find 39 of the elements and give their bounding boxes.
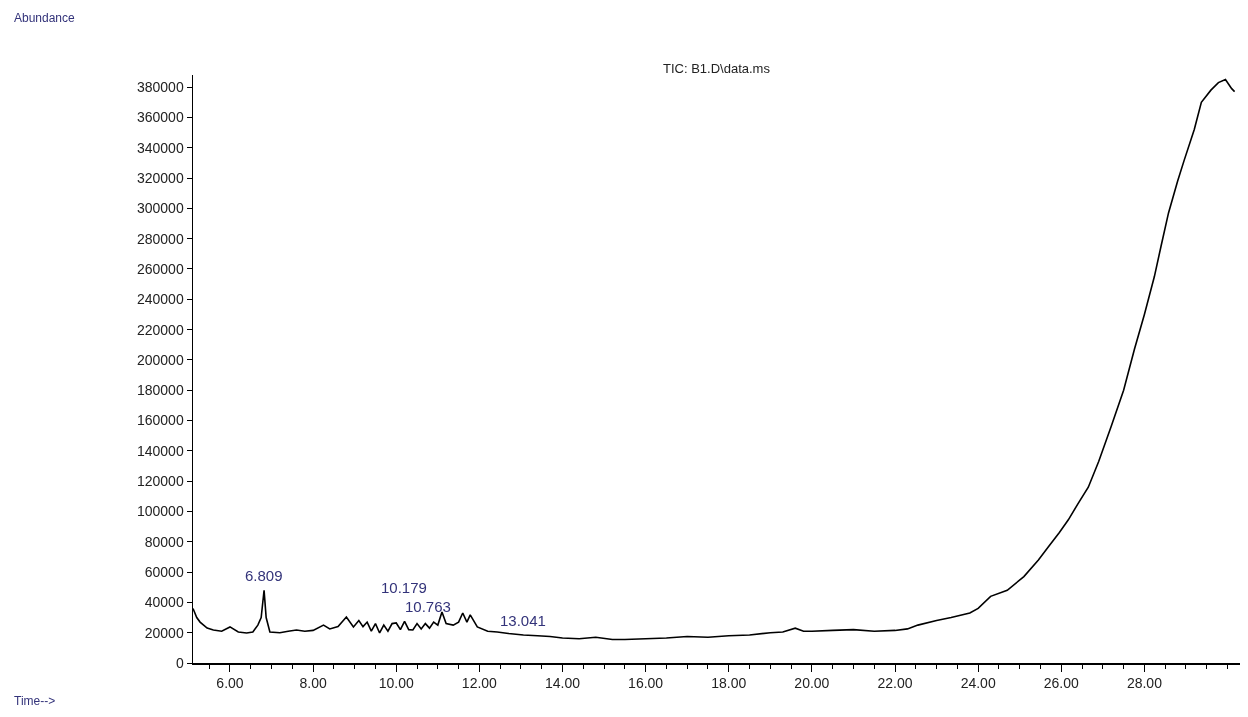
y-tick-label: 320000 [136, 169, 184, 186]
x-tick-label: 10.00 [378, 675, 414, 692]
y-tick-label: 100000 [136, 503, 184, 520]
x-tick-label: 16.00 [628, 675, 664, 692]
y-tick-label: 340000 [136, 139, 184, 156]
chart-title: TIC: B1.D\data.ms [663, 60, 771, 76]
annotation: 10.179 [381, 579, 427, 596]
y-tick-label: 380000 [136, 79, 184, 96]
x-tick-label: 22.00 [877, 675, 913, 692]
y-tick-label: 80000 [144, 533, 184, 550]
annotation: 13.041 [500, 612, 546, 629]
x-tick-label: 20.00 [794, 675, 830, 692]
x-tick-label: 24.00 [960, 675, 996, 692]
y-tick-label: 220000 [136, 321, 184, 338]
y-tick-label: 260000 [136, 260, 184, 277]
y-tick-label: 160000 [136, 412, 184, 429]
y-tick-label: 180000 [136, 382, 184, 399]
annotation: 6.809 [245, 567, 283, 584]
y-tick-label: 140000 [136, 442, 184, 459]
annotation: 10.763 [405, 598, 451, 615]
y-tick-label: 300000 [136, 200, 184, 217]
x-tick-label: 14.00 [544, 675, 581, 692]
text: Time--> [14, 694, 56, 708]
x-tick-label: 18.00 [711, 675, 747, 692]
y-tick-label: 360000 [136, 109, 184, 126]
y-tick-label: 280000 [136, 230, 184, 247]
y-tick-label: 200000 [136, 351, 184, 368]
x-tick-label: 26.00 [1043, 675, 1079, 692]
y-tick-label: 60000 [144, 563, 184, 580]
text: Abundance [14, 11, 76, 25]
x-tick-label: 28.00 [1126, 675, 1163, 692]
y-tick-label: 40000 [144, 594, 184, 611]
y-tick-label: 240000 [136, 291, 184, 308]
x-tick-label: 8.00 [299, 675, 327, 692]
x-tick-label: 6.00 [216, 675, 244, 692]
y-tick-label: 120000 [136, 473, 184, 490]
y-tick-label: 0 [175, 654, 184, 671]
x-tick-label: 12.00 [461, 675, 498, 692]
y-tick-label: 20000 [144, 624, 184, 641]
